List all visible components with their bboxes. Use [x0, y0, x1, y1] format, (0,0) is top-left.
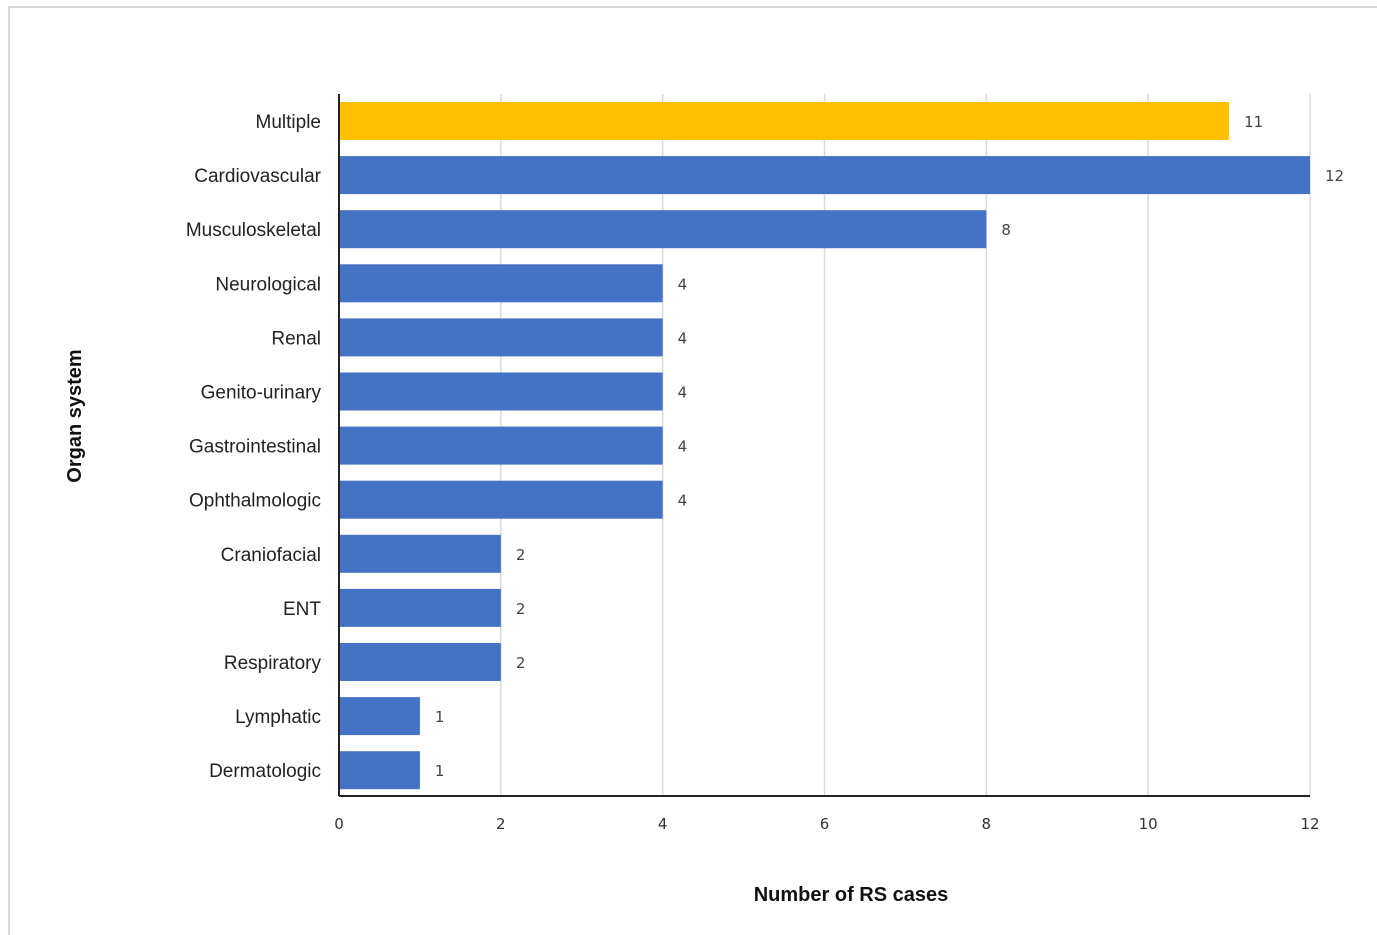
data-label: 2 [516, 600, 526, 618]
category-label: Lymphatic [235, 707, 321, 728]
category-label: Neurological [215, 274, 321, 295]
category-label: Dermatologic [209, 761, 321, 782]
x-tick-label: 4 [658, 815, 668, 833]
x-tick-label: 6 [820, 815, 830, 833]
data-label: 4 [678, 329, 688, 347]
bars [339, 102, 1310, 790]
bar [339, 264, 663, 303]
bar [339, 156, 1310, 195]
bar [339, 426, 663, 465]
bar [339, 643, 501, 681]
category-label: ENT [283, 599, 321, 620]
category-label: Multiple [256, 112, 321, 133]
bar [339, 318, 663, 357]
data-label: 1 [435, 708, 445, 726]
bar [339, 372, 663, 411]
x-tick-labels: 0 2 4 6 8 10 12 [334, 815, 1319, 833]
data-label: 11 [1244, 113, 1263, 131]
bar [339, 102, 1230, 140]
data-label: 12 [1325, 167, 1344, 185]
bar [339, 751, 420, 790]
data-label: 4 [678, 492, 688, 510]
y-axis-title: Organ system [64, 349, 86, 482]
axes [338, 94, 1310, 797]
data-label: 2 [516, 654, 526, 672]
bar [339, 534, 501, 573]
data-label: 4 [678, 275, 688, 293]
category-label: Craniofacial [221, 545, 321, 566]
chart-frame [8, 6, 1377, 935]
data-label: 1 [435, 762, 445, 780]
category-label: Ophthalmologic [189, 491, 321, 512]
category-labels: Multiple Cardiovascular Musculoskeletal Neu… [186, 112, 322, 782]
bar [339, 480, 663, 519]
category-label: Gastrointestinal [189, 437, 321, 458]
category-label: Cardiovascular [194, 166, 321, 187]
x-axis-title: Number of RS cases [754, 884, 949, 906]
data-label: 8 [1001, 221, 1011, 239]
category-label: Genito-urinary [201, 383, 322, 404]
x-tick-label: 2 [496, 815, 506, 833]
bar [339, 588, 501, 627]
x-tick-label: 0 [334, 815, 344, 833]
x-tick-label: 8 [982, 815, 992, 833]
bar [339, 697, 420, 736]
category-label: Renal [271, 328, 321, 349]
data-label: 2 [516, 546, 526, 564]
x-tick-label: 10 [1139, 815, 1158, 833]
category-label: Respiratory [224, 653, 322, 674]
category-label: Musculoskeletal [186, 220, 321, 241]
x-tick-label: 12 [1300, 815, 1319, 833]
bar [339, 210, 987, 249]
data-label: 4 [678, 438, 688, 456]
data-label: 4 [678, 384, 688, 402]
